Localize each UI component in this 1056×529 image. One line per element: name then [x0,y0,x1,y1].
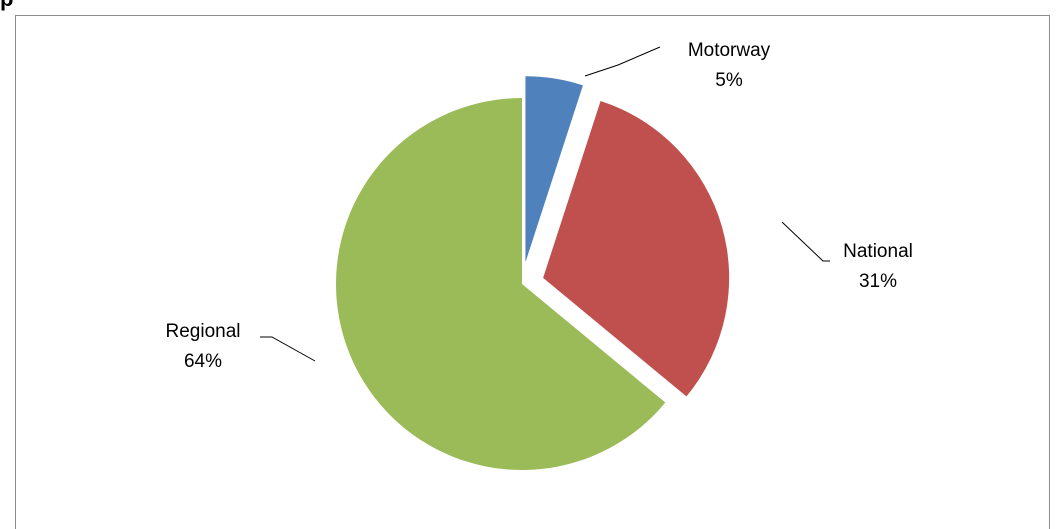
label-name-regional: Regional [166,321,241,342]
chart-title-text: p [0,0,13,12]
leader-line-motorway [584,46,661,77]
leader-line-national [781,221,830,262]
label-percent-national: 31% [859,271,897,292]
label-name-national: National [843,241,913,262]
label-percent-motorway: 5% [715,70,743,91]
pie-slice-motorway [525,76,583,263]
label-name-motorway: Motorway [688,40,771,61]
leader-line-regional [260,336,316,362]
pie-slice-national [543,100,730,397]
pie-slice-regional [336,98,666,470]
label-percent-regional: 64% [184,351,222,372]
chart-title-clipped: p [0,0,1056,14]
